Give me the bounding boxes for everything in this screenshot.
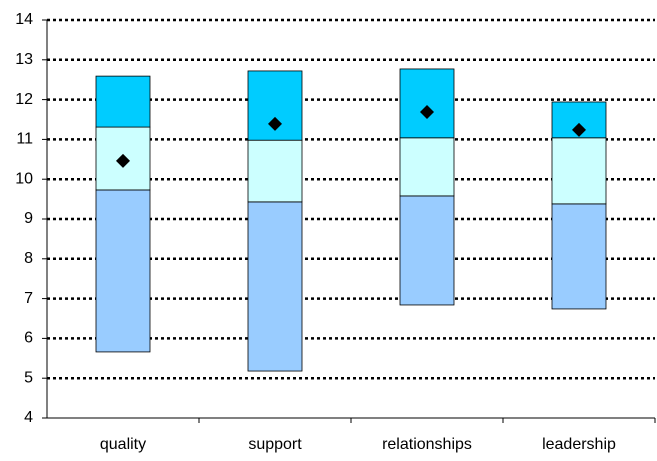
y-tick-label: 10: [15, 170, 33, 187]
bar-segment: [551, 137, 607, 205]
y-tick-label: 5: [24, 369, 33, 386]
y-tick-label: 13: [15, 51, 33, 68]
bar-segment: [399, 137, 455, 197]
marker: [268, 116, 282, 131]
marker: [420, 104, 434, 119]
bar-segment: [95, 75, 151, 128]
bar-segment: [247, 139, 303, 203]
bar-segment: [399, 68, 455, 139]
y-tick-label: 7: [24, 290, 33, 307]
bar-segment: [399, 195, 455, 306]
y-tick-label: 8: [24, 250, 33, 267]
x-tick-label: leadership: [542, 436, 616, 453]
bar-segment: [247, 201, 303, 372]
x-tick-label: support: [248, 436, 302, 453]
marker: [116, 153, 130, 168]
bar-segment: [95, 189, 151, 353]
bar-segment: [551, 203, 607, 310]
y-tick-label: 12: [15, 91, 33, 108]
y-tick-label: 14: [15, 11, 33, 28]
y-tick-label: 11: [16, 131, 33, 148]
y-tick-label: 9: [24, 210, 33, 227]
x-tick-label: relationships: [382, 436, 472, 453]
y-tick-label: 4: [24, 409, 33, 426]
x-tick-label: quality: [100, 436, 146, 453]
y-tick-label: 6: [24, 330, 33, 347]
marker: [572, 122, 586, 137]
